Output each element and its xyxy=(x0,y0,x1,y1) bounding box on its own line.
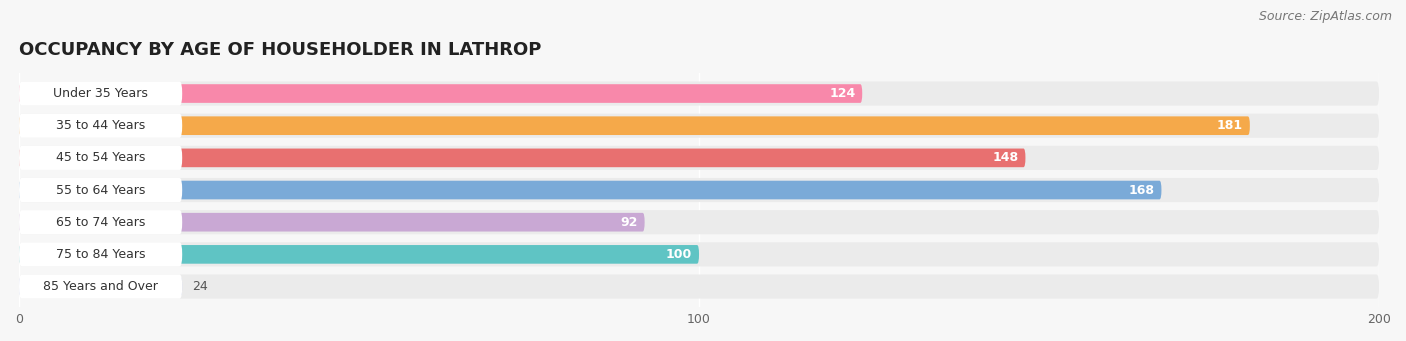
Text: 24: 24 xyxy=(193,280,208,293)
Text: 55 to 64 Years: 55 to 64 Years xyxy=(56,183,145,196)
FancyBboxPatch shape xyxy=(20,181,1161,199)
Text: OCCUPANCY BY AGE OF HOUSEHOLDER IN LATHROP: OCCUPANCY BY AGE OF HOUSEHOLDER IN LATHR… xyxy=(20,41,541,59)
FancyBboxPatch shape xyxy=(20,210,183,234)
FancyBboxPatch shape xyxy=(20,178,1379,202)
FancyBboxPatch shape xyxy=(20,242,183,266)
Text: 148: 148 xyxy=(993,151,1018,164)
Text: 168: 168 xyxy=(1129,183,1154,196)
Text: Source: ZipAtlas.com: Source: ZipAtlas.com xyxy=(1258,10,1392,23)
FancyBboxPatch shape xyxy=(20,114,1379,138)
FancyBboxPatch shape xyxy=(20,210,1379,234)
FancyBboxPatch shape xyxy=(20,178,183,202)
FancyBboxPatch shape xyxy=(20,275,1379,299)
FancyBboxPatch shape xyxy=(20,213,644,232)
FancyBboxPatch shape xyxy=(20,146,1379,170)
Text: 92: 92 xyxy=(620,216,638,229)
Text: Under 35 Years: Under 35 Years xyxy=(53,87,148,100)
FancyBboxPatch shape xyxy=(20,116,1250,135)
FancyBboxPatch shape xyxy=(20,242,1379,266)
Text: 100: 100 xyxy=(666,248,692,261)
Text: 181: 181 xyxy=(1218,119,1243,132)
FancyBboxPatch shape xyxy=(20,81,1379,106)
FancyBboxPatch shape xyxy=(20,114,183,138)
FancyBboxPatch shape xyxy=(20,277,183,296)
FancyBboxPatch shape xyxy=(20,146,183,170)
FancyBboxPatch shape xyxy=(20,84,862,103)
FancyBboxPatch shape xyxy=(20,81,183,106)
Text: 124: 124 xyxy=(830,87,855,100)
FancyBboxPatch shape xyxy=(20,275,183,299)
FancyBboxPatch shape xyxy=(20,245,699,264)
Text: 35 to 44 Years: 35 to 44 Years xyxy=(56,119,145,132)
Text: 85 Years and Over: 85 Years and Over xyxy=(44,280,157,293)
Text: 45 to 54 Years: 45 to 54 Years xyxy=(56,151,145,164)
Text: 65 to 74 Years: 65 to 74 Years xyxy=(56,216,145,229)
FancyBboxPatch shape xyxy=(20,149,1025,167)
Text: 75 to 84 Years: 75 to 84 Years xyxy=(56,248,145,261)
